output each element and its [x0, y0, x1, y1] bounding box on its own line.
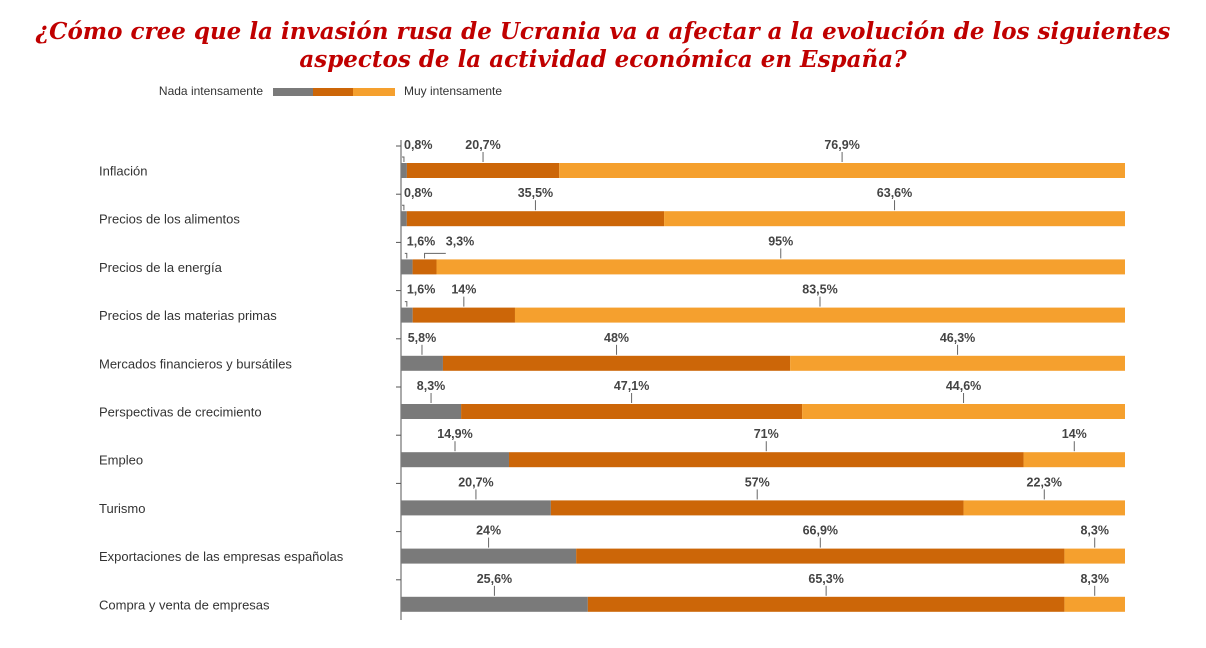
bar-segment	[559, 163, 1125, 178]
legend-right-label: Muy intensamente	[404, 84, 502, 98]
value-label: 95%	[768, 234, 793, 248]
bar-segment	[401, 452, 509, 468]
bar-segment	[401, 355, 443, 371]
bar-segment	[790, 355, 1125, 371]
category-label: Mercados financieros y bursátiles	[99, 356, 292, 371]
bar-segment	[461, 404, 803, 419]
bar-segment	[963, 500, 1125, 516]
title-line-2: aspectos de la actividad económica en Es…	[299, 46, 907, 73]
value-leader	[402, 204, 405, 211]
value-label: 22,3%	[1027, 475, 1062, 489]
legend-swatch-high	[353, 88, 395, 96]
bar-segment	[436, 259, 1126, 275]
value-leader	[404, 301, 408, 307]
value-label: 1,6%	[407, 234, 436, 248]
value-leader	[404, 252, 408, 259]
bar-segment	[401, 163, 407, 178]
value-label: 65,3%	[808, 572, 843, 586]
category-label: Compra y venta de empresas	[99, 597, 270, 612]
value-label: 8,3%	[1080, 524, 1109, 538]
value-label: 83,5%	[802, 283, 837, 297]
category-label: Turismo	[99, 501, 145, 516]
value-leader	[424, 252, 446, 259]
value-label: 63,6%	[877, 186, 912, 200]
bar-segment	[401, 548, 577, 564]
value-label: 14%	[451, 283, 476, 297]
bar-segment	[508, 452, 1024, 468]
category-label: Precios de los alimentos	[99, 212, 240, 227]
bar-segment	[587, 596, 1065, 612]
bar-segment	[401, 404, 462, 419]
value-label: 14,9%	[437, 427, 472, 441]
value-leader	[402, 156, 405, 162]
bar-segment	[514, 307, 1125, 323]
bar-segment	[406, 211, 665, 227]
value-label: 8,3%	[417, 379, 446, 393]
value-label: 71%	[754, 427, 779, 441]
value-label: 20,7%	[465, 138, 500, 152]
value-label: 47,1%	[614, 379, 649, 393]
value-label: 5,8%	[408, 331, 437, 345]
bar-segment	[664, 211, 1125, 227]
value-label: 46,3%	[940, 331, 975, 345]
title-line-1: ¿Cómo cree que la invasión rusa de Ucran…	[35, 18, 1171, 45]
bar-segment	[576, 548, 1065, 564]
value-label: 3,3%	[446, 234, 475, 248]
bar-segment	[1064, 596, 1125, 612]
category-label: Empleo	[99, 453, 143, 468]
bar-segment	[442, 355, 791, 371]
value-label: 24%	[476, 524, 501, 538]
category-label: Precios de las materias primas	[99, 308, 277, 323]
value-label: 8,3%	[1080, 572, 1109, 586]
category-label: Precios de la energía	[99, 260, 223, 275]
bar-segment	[412, 307, 515, 323]
bar-segment	[401, 259, 413, 275]
value-label: 1,6%	[407, 283, 436, 297]
bar-segment	[401, 307, 413, 323]
value-label: 76,9%	[824, 138, 859, 152]
bar-segment	[401, 500, 551, 516]
bar-segment	[406, 163, 560, 178]
bar-segment	[802, 404, 1125, 419]
bar-segment	[412, 259, 437, 275]
category-label: Inflación	[99, 164, 147, 179]
legend-swatch-mid	[313, 88, 353, 96]
value-label: 66,9%	[803, 524, 838, 538]
value-label: 0,8%	[404, 186, 433, 200]
value-label: 20,7%	[458, 475, 493, 489]
category-label: Exportaciones de las empresas españolas	[99, 549, 344, 564]
bar-segment	[1064, 548, 1125, 564]
legend-left-label: Nada intensamente	[159, 84, 263, 98]
value-label: 0,8%	[404, 138, 433, 152]
value-label: 14%	[1062, 427, 1087, 441]
value-label: 35,5%	[518, 186, 553, 200]
chart-title: ¿Cómo cree que la invasión rusa de Ucran…	[0, 18, 1206, 74]
bar-segment	[550, 500, 964, 516]
value-label: 48%	[604, 331, 629, 345]
value-label: 44,6%	[946, 379, 981, 393]
bar-segment	[1023, 452, 1125, 468]
bar-segment	[401, 211, 407, 227]
bar-segment	[401, 596, 588, 612]
legend-swatch-low	[273, 88, 313, 96]
value-label: 57%	[745, 475, 770, 489]
value-label: 25,6%	[477, 572, 512, 586]
category-label: Perspectivas de crecimiento	[99, 405, 262, 420]
